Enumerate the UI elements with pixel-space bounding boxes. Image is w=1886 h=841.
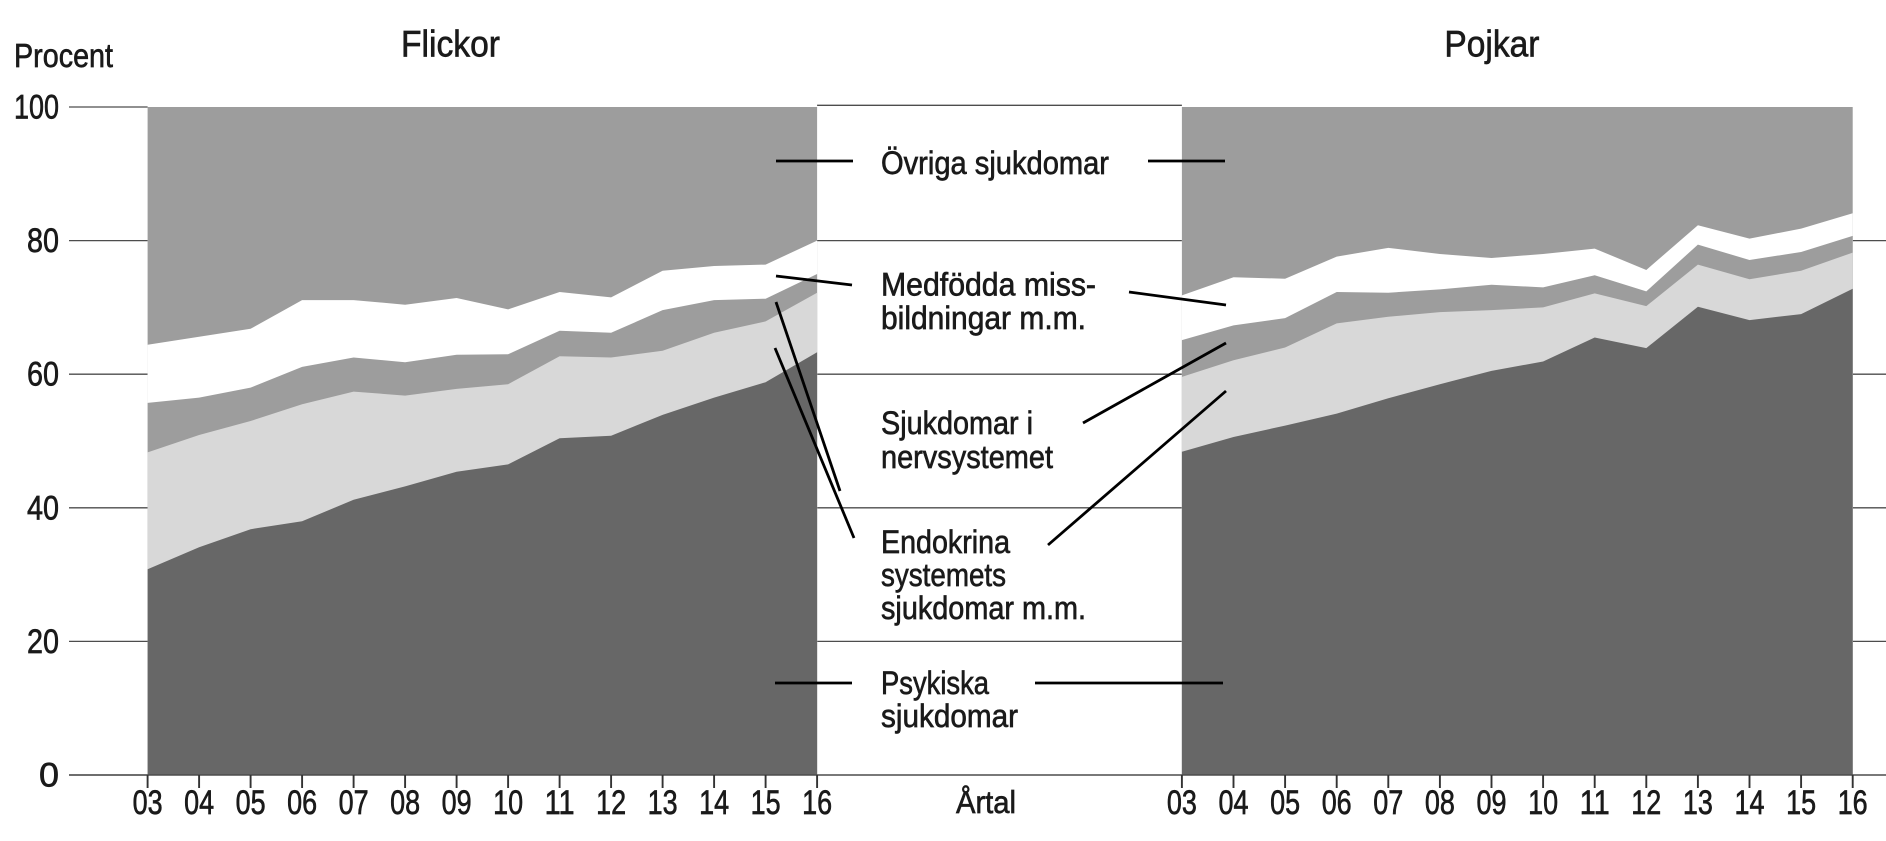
svg-text:06: 06 (1322, 784, 1352, 822)
svg-text:10: 10 (493, 784, 523, 822)
svg-text:20: 20 (27, 623, 59, 661)
svg-text:nervsystemet: nervsystemet (881, 439, 1053, 475)
svg-text:40: 40 (27, 489, 59, 527)
svg-text:08: 08 (1425, 784, 1455, 822)
svg-text:Procent: Procent (14, 38, 114, 75)
svg-text:60: 60 (27, 356, 59, 394)
svg-text:12: 12 (1631, 784, 1661, 822)
svg-text:16: 16 (802, 784, 832, 822)
svg-text:11: 11 (1580, 784, 1610, 822)
svg-text:04: 04 (184, 784, 214, 822)
svg-text:80: 80 (27, 222, 59, 260)
svg-text:bildningar m.m.: bildningar m.m. (881, 300, 1086, 336)
svg-text:03: 03 (1167, 784, 1197, 822)
svg-text:Psykiska: Psykiska (881, 665, 989, 701)
svg-text:Medfödda miss-: Medfödda miss- (881, 267, 1096, 303)
svg-text:100: 100 (14, 89, 59, 127)
svg-text:15: 15 (751, 784, 781, 822)
svg-text:15: 15 (1786, 784, 1816, 822)
svg-text:sjukdomar: sjukdomar (881, 698, 1018, 734)
svg-text:14: 14 (1735, 784, 1765, 822)
svg-text:sjukdomar m.m.: sjukdomar m.m. (881, 590, 1086, 626)
svg-text:09: 09 (1477, 784, 1507, 822)
svg-text:Pojkar: Pojkar (1444, 24, 1539, 65)
svg-text:Årtal: Årtal (956, 784, 1016, 820)
svg-text:13: 13 (1683, 784, 1713, 822)
svg-text:14: 14 (699, 784, 729, 822)
svg-text:05: 05 (1270, 784, 1300, 822)
svg-text:09: 09 (442, 784, 472, 822)
svg-text:07: 07 (339, 784, 369, 822)
svg-text:03: 03 (133, 784, 163, 822)
svg-text:12: 12 (596, 784, 626, 822)
svg-text:16: 16 (1838, 784, 1868, 822)
svg-text:11: 11 (545, 784, 575, 822)
svg-text:08: 08 (390, 784, 420, 822)
svg-text:Endokrina: Endokrina (881, 524, 1010, 560)
svg-text:06: 06 (287, 784, 317, 822)
svg-text:07: 07 (1373, 784, 1403, 822)
svg-text:Flickor: Flickor (401, 24, 500, 65)
svg-text:13: 13 (648, 784, 678, 822)
svg-text:0: 0 (39, 757, 59, 795)
svg-text:04: 04 (1219, 784, 1249, 822)
svg-text:05: 05 (236, 784, 266, 822)
svg-text:Sjukdomar i: Sjukdomar i (881, 405, 1033, 441)
svg-text:Övriga sjukdomar: Övriga sjukdomar (881, 145, 1109, 181)
svg-text:10: 10 (1528, 784, 1558, 822)
svg-text:systemets: systemets (881, 557, 1006, 593)
